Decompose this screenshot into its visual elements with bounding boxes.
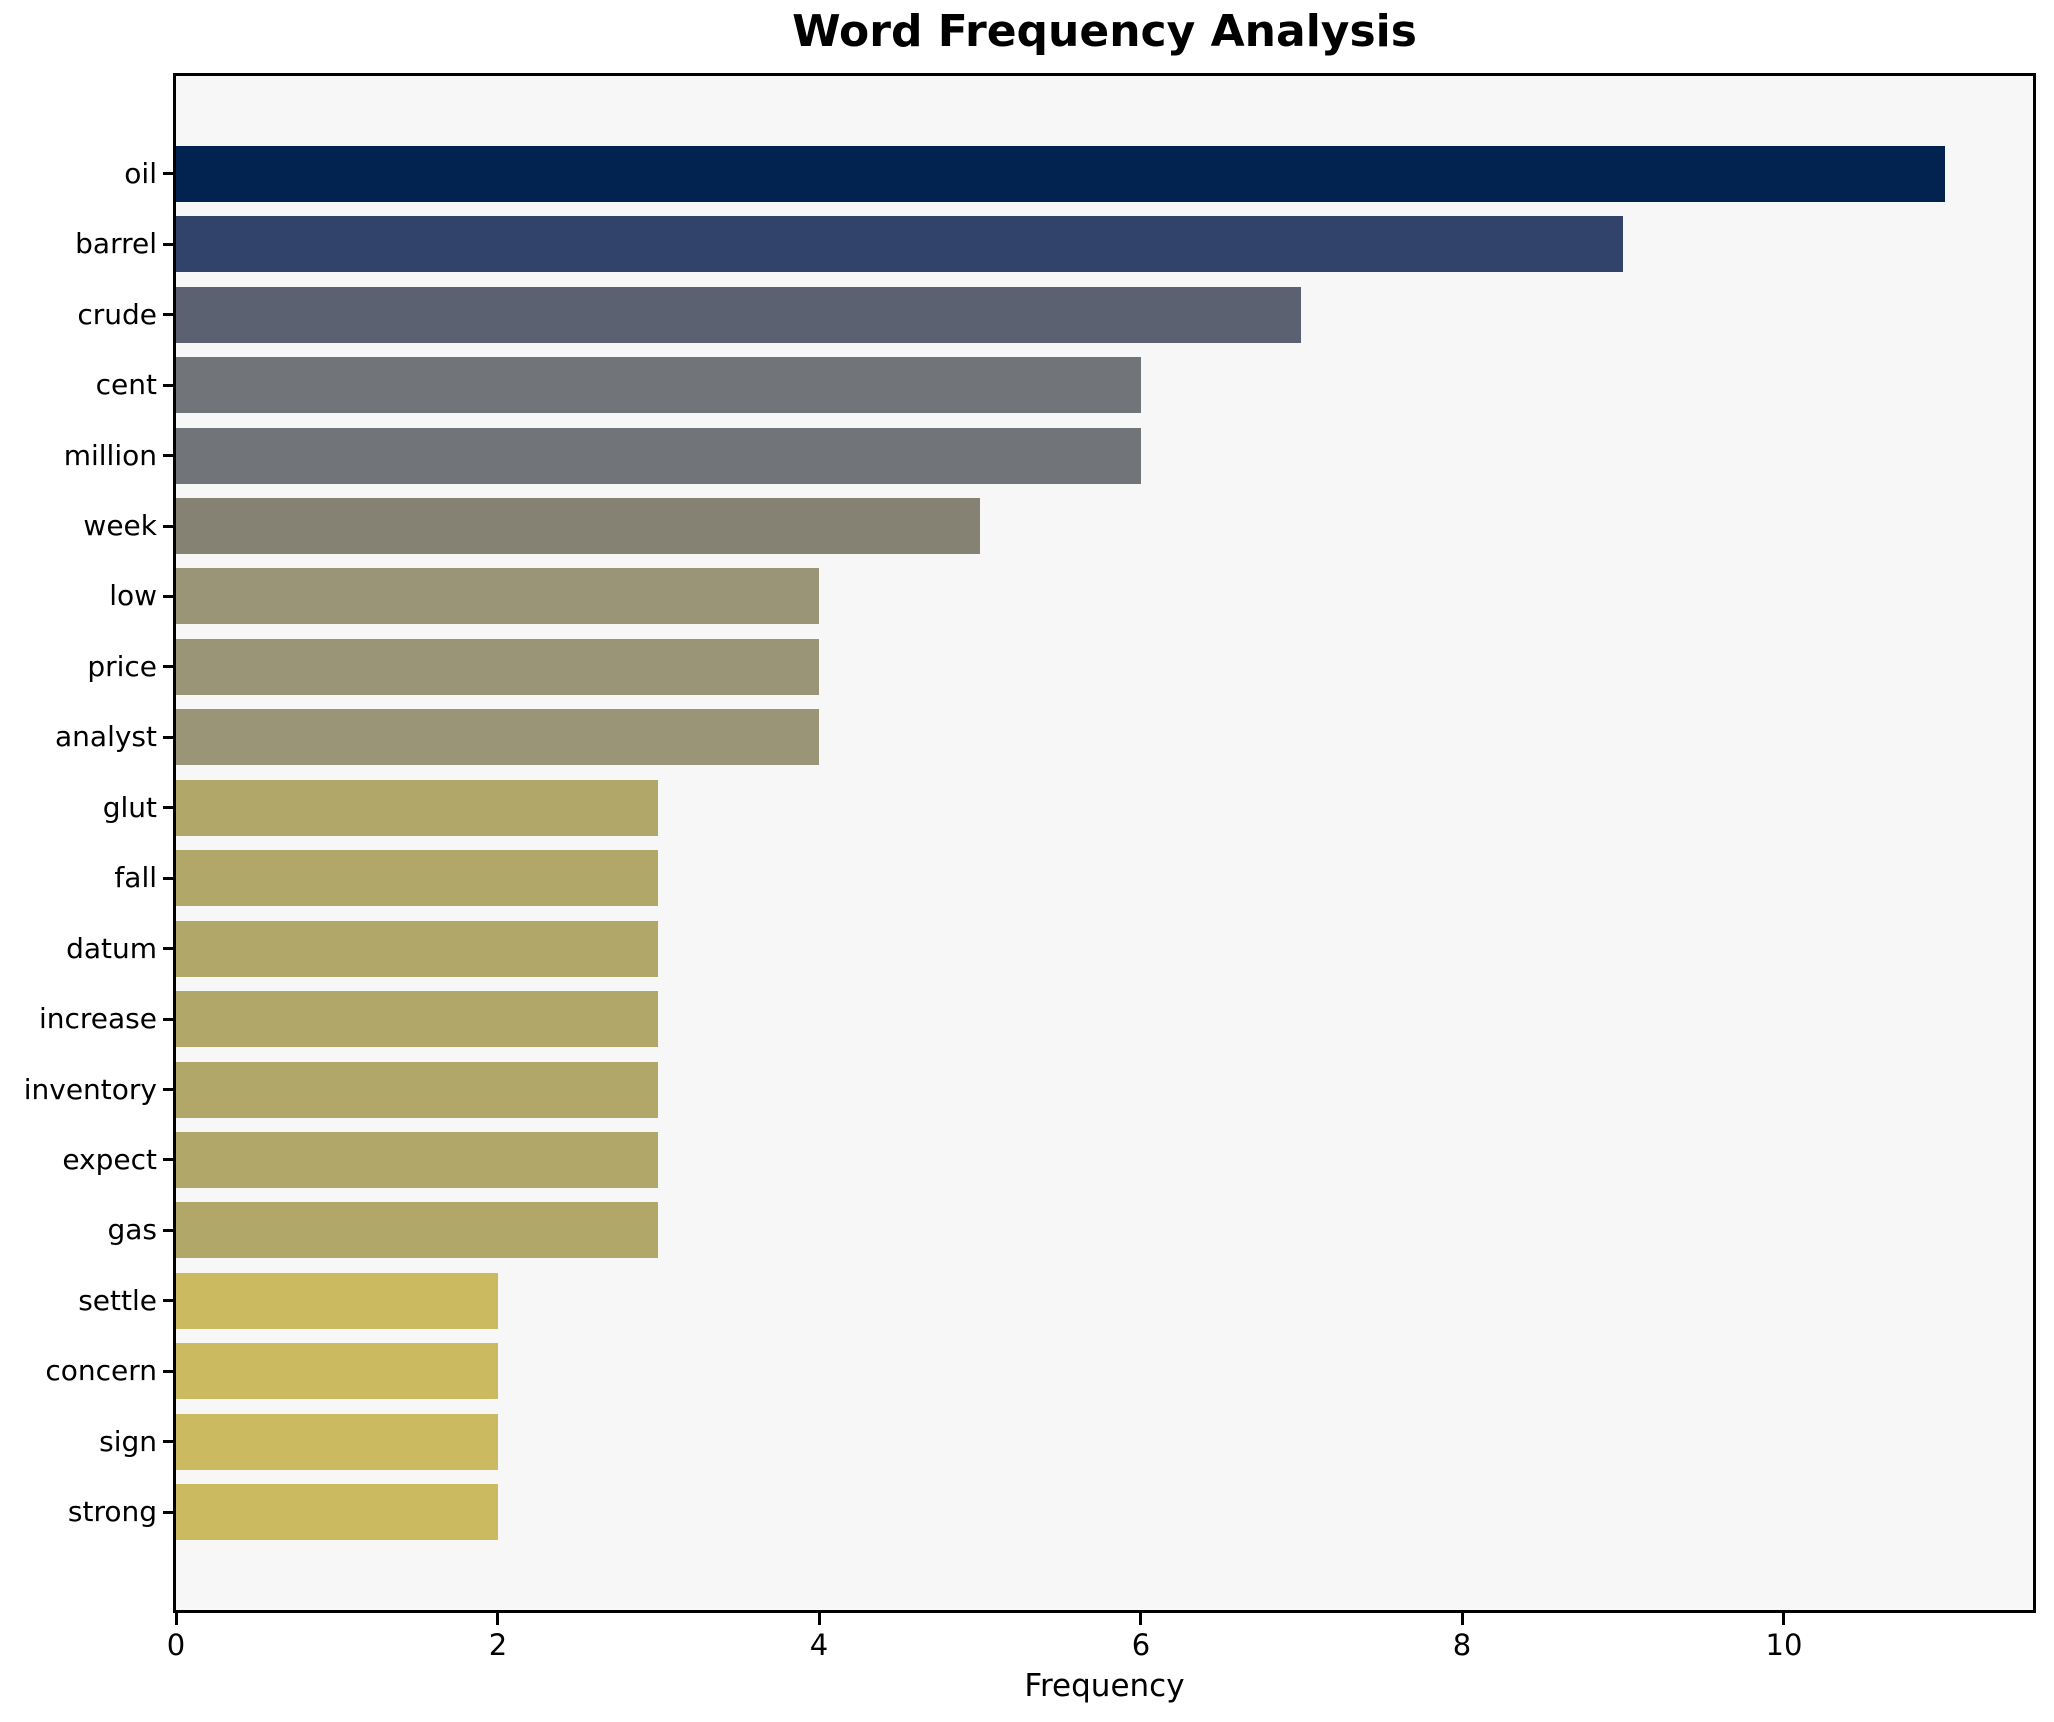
y-tick-label-datum: datum [66,932,157,965]
y-tick-mark [163,525,173,528]
y-tick-label-barrel: barrel [75,227,157,260]
y-tick-label-low: low [109,579,157,612]
y-tick-mark [163,1511,173,1514]
y-tick-label-week: week [83,509,157,542]
y-tick-label-price: price [87,650,157,683]
bar-strong [176,1484,498,1540]
x-tick-label-10: 10 [1765,1628,1803,1662]
y-tick-label-million: million [63,439,157,472]
y-tick-label-inventory: inventory [23,1073,157,1106]
x-axis-label: Frequency [1024,1668,1185,1704]
x-tick-label-0: 0 [166,1628,186,1662]
y-tick-mark [163,243,173,246]
x-tick-mark [1139,1613,1142,1625]
y-tick-mark [163,806,173,809]
x-tick-label-2: 2 [488,1628,508,1662]
x-tick-label-4: 4 [809,1628,829,1662]
y-tick-mark [163,384,173,387]
y-tick-label-strong: strong [67,1495,157,1528]
bar-increase [176,991,658,1047]
y-tick-mark [163,1229,173,1232]
x-tick-mark [1461,1613,1464,1625]
bar-inventory [176,1062,658,1118]
y-tick-mark [163,947,173,950]
bar-datum [176,921,658,977]
bar-glut [176,780,658,836]
y-tick-mark [163,736,173,739]
y-tick-mark [163,172,173,175]
y-tick-label-oil: oil [124,157,157,190]
plot-area [173,73,2036,1613]
y-tick-mark [163,595,173,598]
y-tick-mark [163,1370,173,1373]
y-tick-label-settle: settle [78,1284,157,1317]
x-tick-mark [1782,1613,1785,1625]
y-tick-label-glut: glut [102,791,157,824]
y-tick-label-expect: expect [62,1143,157,1176]
y-tick-mark [163,665,173,668]
y-tick-mark [163,1088,173,1091]
bar-crude [176,287,1301,343]
bar-million [176,428,1141,484]
bar-analyst [176,709,819,765]
y-tick-label-sign: sign [99,1425,157,1458]
y-tick-label-cent: cent [95,368,157,401]
y-tick-label-concern: concern [45,1354,157,1387]
y-tick-label-gas: gas [107,1213,157,1246]
bar-gas [176,1202,658,1258]
y-tick-label-crude: crude [77,298,157,331]
x-tick-mark [175,1613,178,1625]
bar-barrel [176,216,1623,272]
bar-settle [176,1273,498,1329]
y-tick-mark [163,1018,173,1021]
bar-expect [176,1132,658,1188]
bar-oil [176,146,1945,202]
y-tick-mark [163,313,173,316]
y-tick-mark [163,1440,173,1443]
y-tick-label-fall: fall [114,861,157,894]
bar-sign [176,1414,498,1470]
y-tick-mark [163,454,173,457]
y-tick-mark [163,1299,173,1302]
bar-week [176,498,980,554]
x-tick-label-6: 6 [1131,1628,1151,1662]
y-tick-mark [163,1158,173,1161]
x-tick-mark [818,1613,821,1625]
y-tick-mark [163,877,173,880]
bar-low [176,568,819,624]
x-tick-mark [496,1613,499,1625]
bar-price [176,639,819,695]
y-tick-label-analyst: analyst [55,720,157,753]
bar-fall [176,850,658,906]
x-tick-label-8: 8 [1452,1628,1472,1662]
bar-concern [176,1343,498,1399]
bar-cent [176,357,1141,413]
chart-title: Word Frequency Analysis [792,6,1417,57]
y-tick-label-increase: increase [38,1002,157,1035]
